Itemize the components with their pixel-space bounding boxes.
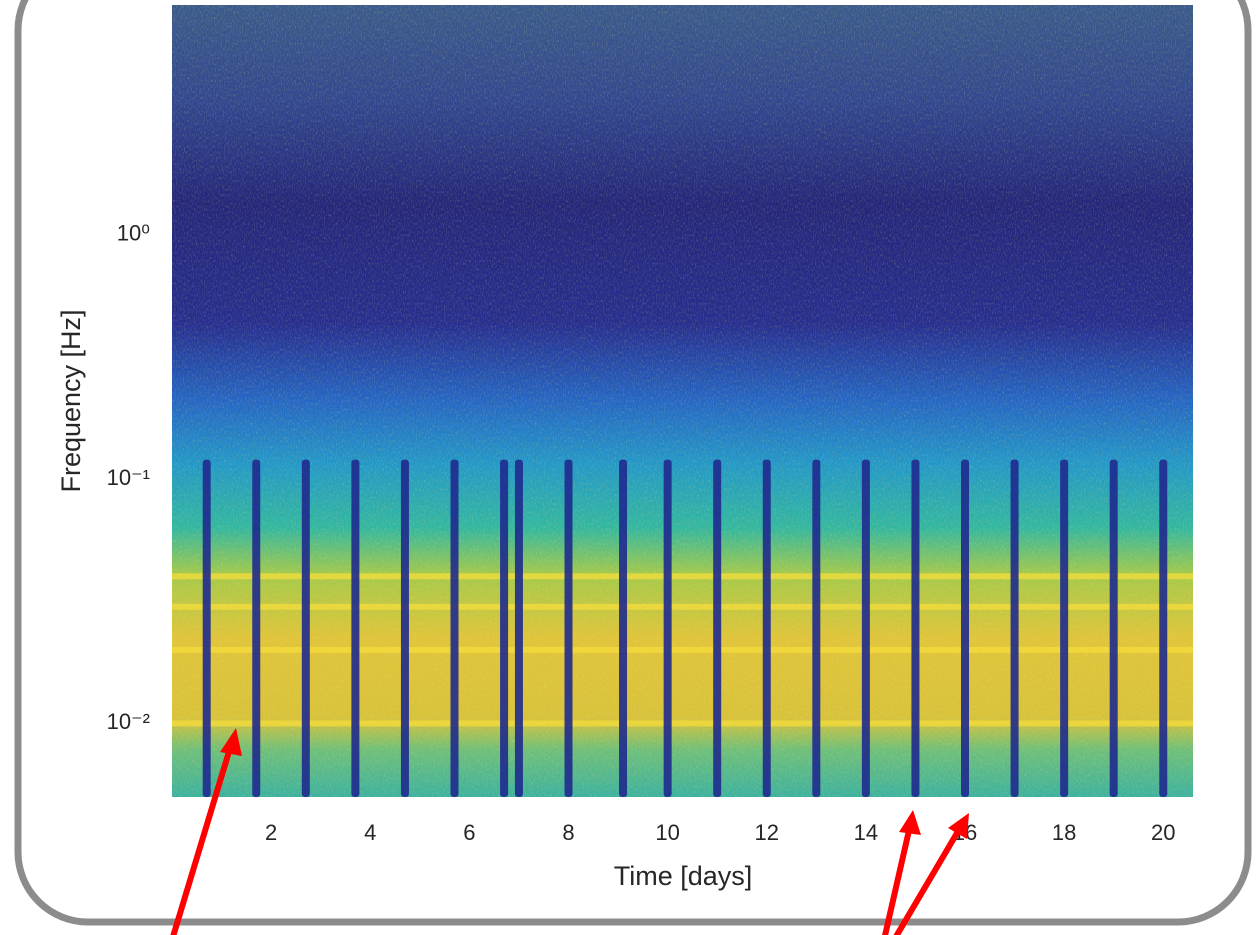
event-stripe (1060, 459, 1069, 797)
spectral-band (172, 646, 1193, 653)
spectrogram-noise (172, 5, 1193, 797)
arrow-head (220, 728, 242, 756)
arrow (170, 744, 234, 935)
event-stripe (762, 459, 771, 797)
plot-area (172, 5, 1193, 797)
x-tick-label: 18 (1052, 820, 1076, 845)
spectral-band (172, 573, 1193, 580)
x-tick-label: 12 (755, 820, 779, 845)
x-tick-label: 4 (364, 820, 376, 845)
x-tick-label: 8 (562, 820, 574, 845)
x-tick-label: 20 (1151, 820, 1175, 845)
y-tick-label: 10⁻¹ (107, 465, 150, 490)
arrow-head (948, 813, 969, 839)
spectral-band (172, 603, 1193, 610)
x-tick-label: 2 (265, 820, 277, 845)
event-stripe (812, 459, 821, 797)
y-axis-label: Frequency [Hz] (56, 309, 86, 492)
event-stripe (911, 459, 920, 797)
arrow-head (899, 810, 921, 835)
event-stripe (500, 459, 509, 797)
event-stripe (961, 459, 970, 797)
event-stripe (252, 459, 261, 797)
event-stripe (713, 459, 722, 797)
arrow (893, 826, 963, 935)
event-stripe (619, 459, 628, 797)
event-stripe (663, 459, 672, 797)
x-tick-label: 10 (655, 820, 679, 845)
x-tick-label: 6 (463, 820, 475, 845)
event-stripe (202, 459, 211, 797)
arrow (882, 825, 913, 935)
y-tick-label: 10⁻² (107, 709, 150, 734)
event-stripe (301, 459, 310, 797)
event-stripe (450, 459, 459, 797)
event-stripe (514, 459, 523, 797)
event-stripe (564, 459, 573, 797)
event-stripe (1109, 459, 1118, 797)
event-stripe (351, 459, 360, 797)
event-stripe (1159, 459, 1168, 797)
event-stripe (861, 459, 870, 797)
x-axis-label: Time [days] (614, 861, 753, 891)
x-tick-label: 14 (854, 820, 878, 845)
event-stripe (1010, 459, 1019, 797)
y-tick-label: 10⁰ (117, 220, 150, 245)
spectral-band (172, 720, 1193, 727)
event-stripe (400, 459, 409, 797)
annotation-arrows (170, 728, 969, 935)
